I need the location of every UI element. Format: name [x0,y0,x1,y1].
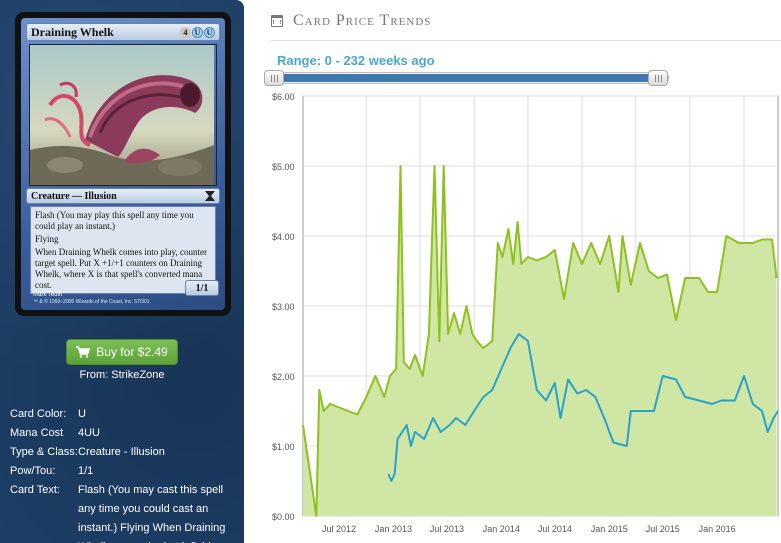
rules-text-line: When Draining Whelk comes into play, cou… [35,247,207,290]
slider-handle-end[interactable] [648,70,668,86]
y-tick-label: $1.00 [272,442,295,452]
range-label: Range: 0 - 232 weeks ago [277,53,435,68]
y-tick-label: $5.00 [272,162,295,172]
card-rules-text: Flash (You may play this spell any time … [30,206,216,294]
mana-symbol-icon: U [204,26,215,38]
y-tick-label: $3.00 [272,302,295,312]
section-heading: Card Price Trends [271,11,431,31]
card-frame: Draining Whelk 4 U U [21,18,225,310]
mana-symbol-icon: 4 [180,26,191,38]
price-chart[interactable]: $0.00 $1.00 $2.00 $3.00 $4.00 $5.00 $6.00 Jul 2… [270,92,781,543]
detail-value: Flash (You may cast this spell any time … [78,484,226,543]
detail-label: Pow/Tou: [10,465,56,477]
set-symbol-icon [205,191,215,201]
vendor-text: From: StrikeZone [79,369,165,381]
x-tick-label: Jul 2015 [646,524,680,534]
card-type-bar: Creature — Illusion [26,188,220,204]
price-chart-svg: $0.00 $1.00 $2.00 $3.00 $4.00 $5.00 $6.00 Jul 2… [272,92,779,534]
detail-row-color: Card Color: U [10,405,240,424]
x-tick-label: Jan 2013 [375,524,412,534]
card-mana-cost: 4 U U [180,26,215,38]
detail-value: 1/1 [78,465,94,477]
series-line [387,333,779,482]
calendar-icon [271,15,283,27]
x-tick-label: Jan 2015 [591,524,628,534]
section-title: Card Price Trends [293,12,432,29]
detail-label: Card Color: [10,408,67,420]
card-info-panel: Draining Whelk 4 U U [0,0,244,543]
detail-value: Creature - Illusion [78,446,165,458]
buy-button[interactable]: Buy for $2.49 [66,339,178,365]
rules-text-line: Flash (You may play this spell any time … [35,210,194,231]
shopping-cart-icon [76,346,91,358]
card-type-line: Creature — Illusion [31,190,117,202]
card-artist-credit: Mark Tedin [33,292,63,298]
divider [271,40,781,41]
detail-label: Type & Class: [10,446,78,458]
card-power-toughness: 1/1 [185,280,219,296]
detail-value: U [78,408,86,420]
detail-row-mana-cost: Mana Cost 4UU [10,424,240,443]
buy-button-label: Buy for $2.49 [96,345,168,359]
y-tick-label: $0.00 [272,512,295,522]
card-name: Draining Whelk [31,24,114,39]
card-image[interactable]: Draining Whelk 4 U U [15,12,231,316]
detail-label: Card Text: [10,484,60,496]
detail-value: 4UU [78,427,101,439]
card-name-bar: Draining Whelk 4 U U [26,23,220,41]
x-tick-label: Jan 2014 [483,524,520,534]
slider-handle-start[interactable] [264,70,284,86]
slider-range-fill [274,74,658,82]
series-area [303,166,777,516]
y-tick-label: $4.00 [272,232,295,242]
y-tick-label: $2.00 [272,372,295,382]
x-tick-label: Jul 2013 [430,524,464,534]
series-line [302,165,778,517]
rules-text-line: Flying [35,234,59,244]
x-tick-label: Jan 2016 [699,524,736,534]
detail-row-type: Type & Class: Creature - Illusion [10,443,240,462]
card-copyright: ™ & © 1993–2006 Wizards of the Coast, In… [33,299,150,305]
detail-label: Mana Cost [10,427,64,439]
detail-row-pow-tou: Pow/Tou: 1/1 [10,462,240,481]
whelk-art-illustration [30,45,214,185]
x-tick-label: Jul 2012 [322,524,356,534]
card-artwork [29,44,217,186]
range-slider[interactable] [264,70,669,86]
y-tick-label: $6.00 [272,92,295,102]
detail-row-card-text: Card Text: Flash (You may cast this spel… [10,481,240,543]
x-tick-label: Jul 2014 [538,524,572,534]
mana-symbol-icon: U [192,26,203,38]
card-details: Card Color: U Mana Cost 4UU Type & Class… [10,405,240,543]
